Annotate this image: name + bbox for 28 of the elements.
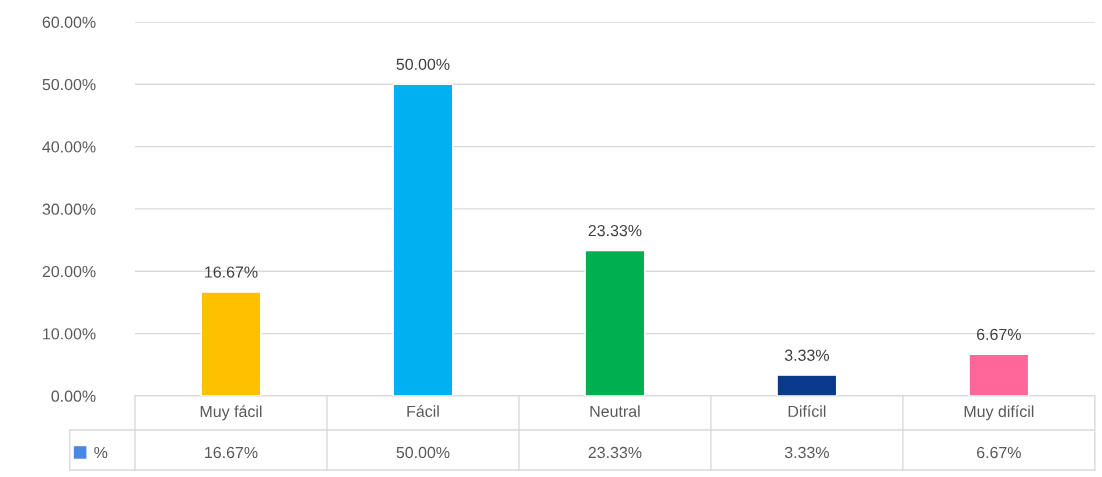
text: 50.00% — [396, 58, 450, 70]
y-tick-label: 60.00% — [42, 16, 96, 28]
text: % — [94, 446, 108, 459]
data-label: 16.67% — [205, 446, 258, 459]
bar — [968, 353, 1030, 396]
data-label: 50.00% — [396, 446, 450, 459]
data-label: 23.33% — [588, 446, 642, 459]
y-tick-label: 30.00% — [42, 203, 96, 215]
data-label: 6.67% — [977, 446, 1021, 459]
data-label: 3.33% — [784, 446, 829, 459]
text: 16.67% — [205, 266, 258, 278]
y-tick-label: 10.00% — [43, 328, 96, 340]
x-tick-label: Neutral — [590, 405, 640, 418]
bar — [200, 291, 262, 396]
y-tick-label: 0.00% — [51, 390, 96, 402]
text: 23.33% — [588, 224, 642, 237]
y-tick-label: 40.00% — [42, 141, 96, 153]
y-tick-label: 20.00% — [42, 265, 96, 278]
bar — [392, 83, 454, 396]
text: 3.33% — [784, 349, 829, 361]
y-tick-label: 50.00% — [42, 78, 96, 91]
bar — [776, 374, 838, 396]
text: 6.67% — [977, 328, 1021, 341]
x-tick-label: Fácil — [407, 405, 439, 418]
x-tick-label: Difícil — [788, 405, 826, 418]
x-tick-label: Muy fácil — [200, 405, 262, 421]
x-tick-label: Muy difícil — [964, 405, 1034, 421]
bar — [584, 249, 646, 396]
